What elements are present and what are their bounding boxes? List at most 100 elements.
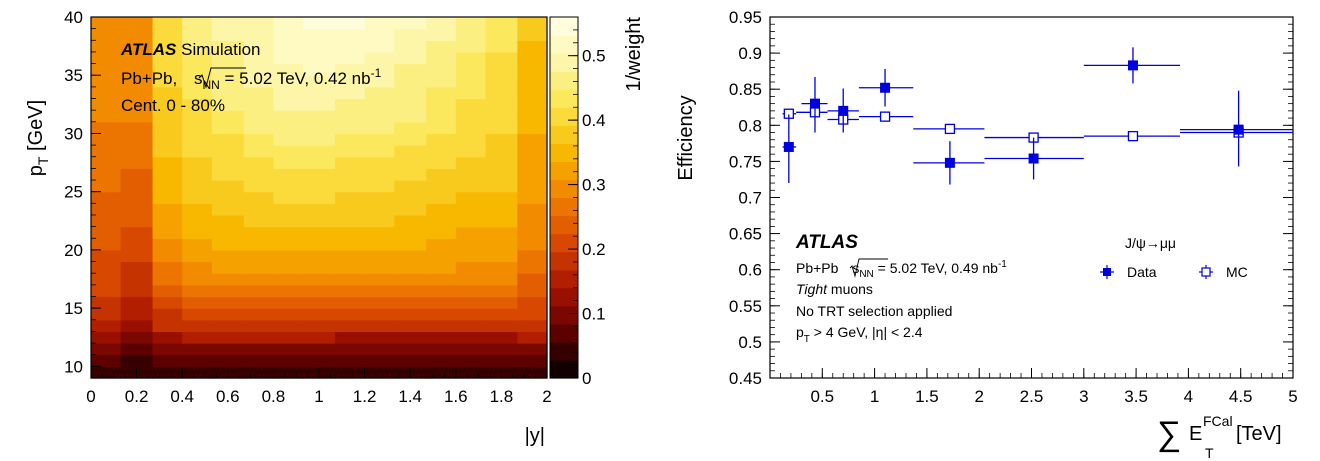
heatmap-cell xyxy=(182,145,213,158)
heatmap-cell xyxy=(455,343,487,356)
heatmap-cell xyxy=(426,156,457,169)
heatmap-cell xyxy=(394,249,427,263)
heatmap-cell xyxy=(273,98,304,111)
pt-symbol: p xyxy=(796,324,804,340)
heatmap-cell xyxy=(182,63,213,76)
heatmap-cell xyxy=(243,238,274,251)
heatmap-cell xyxy=(91,75,122,88)
heatmap-cell xyxy=(211,249,245,263)
heatmap-cell xyxy=(243,203,274,216)
heatmap-cell xyxy=(455,261,487,274)
heatmap-cell xyxy=(334,273,366,286)
heatmap-cell xyxy=(517,214,548,228)
heatmap-cell xyxy=(243,145,274,158)
heatmap-cell xyxy=(211,168,245,181)
heatmap-cell xyxy=(364,331,395,344)
heatmap-cell xyxy=(303,51,336,65)
heatmap-cell xyxy=(426,75,457,88)
y-tick-label: 0.5 xyxy=(738,333,762,352)
heatmap-cell xyxy=(211,261,245,274)
heatmap-cell xyxy=(517,121,548,135)
heatmap-cell xyxy=(364,86,395,100)
heatmap-cell xyxy=(91,51,122,65)
heatmap-cell xyxy=(120,319,154,333)
heatmap-cell xyxy=(394,40,427,53)
heatmap-cell xyxy=(243,296,274,309)
heatmap-cell xyxy=(364,133,395,146)
heatmap-cell xyxy=(211,354,245,367)
legend-data-label: Data xyxy=(1127,264,1157,280)
data-marker xyxy=(1233,124,1244,135)
heatmap-cell xyxy=(334,98,366,111)
heatmap-cell xyxy=(394,86,427,100)
heatmap-cell xyxy=(152,133,183,146)
heatmap-cell xyxy=(120,214,154,228)
heatmap-cell xyxy=(334,261,366,274)
heatmap-cell xyxy=(243,273,274,286)
heatmap-cell xyxy=(394,191,427,204)
heatmap-cell xyxy=(91,180,122,193)
heatmap-cell xyxy=(120,191,154,204)
heatmap-cell xyxy=(243,110,274,123)
heatmap-cell xyxy=(426,98,457,111)
pt-subscript: T xyxy=(804,334,810,345)
heatmap-cell xyxy=(211,145,245,158)
heatmap-cell xyxy=(243,63,274,76)
heatmap-cell xyxy=(91,40,122,53)
heatmap-cell xyxy=(364,145,395,158)
heatmap-cell xyxy=(334,17,366,30)
heatmap-cell xyxy=(485,191,518,204)
heatmap-cell xyxy=(91,273,122,286)
heatmap-cell xyxy=(334,86,366,100)
heatmap-cell xyxy=(394,308,427,321)
heatmap-cell xyxy=(120,86,154,100)
data-marker xyxy=(944,157,955,168)
heatmap-cell xyxy=(120,354,154,367)
mc-marker xyxy=(1127,130,1139,142)
x-tick-label: 5 xyxy=(1288,387,1297,406)
heatmap-cell xyxy=(152,51,183,65)
heatmap-cell xyxy=(394,17,427,30)
heatmap-cell xyxy=(517,296,548,309)
heatmap-cell xyxy=(273,168,304,181)
heatmap-cell xyxy=(211,226,245,239)
heatmap-cell xyxy=(485,145,518,158)
heatmap-cell xyxy=(120,17,154,30)
heatmap-cell xyxy=(517,168,548,181)
x-label-unit: [TeV] xyxy=(1236,423,1282,445)
heatmap-cell xyxy=(120,168,154,181)
heatmap-cell xyxy=(517,98,548,111)
x-tick-label: 1.6 xyxy=(444,387,468,406)
heatmap-cell xyxy=(273,191,304,204)
heatmap-cell xyxy=(273,284,304,298)
heatmap-cell xyxy=(364,63,395,76)
heatmap-cell xyxy=(334,249,366,263)
colorbar-segment xyxy=(550,107,578,126)
heatmap-cell xyxy=(455,51,487,65)
heatmap-cell xyxy=(455,98,487,111)
legend-title: J/ψ→μμ xyxy=(1125,235,1176,251)
heatmap-cell xyxy=(120,273,154,286)
heatmap-cell xyxy=(517,238,548,251)
heatmap-cell xyxy=(182,110,213,123)
heatmap-cell xyxy=(243,86,274,100)
heatmap-cell xyxy=(273,156,304,169)
heatmap-cell xyxy=(273,343,304,356)
data-point xyxy=(913,141,985,185)
heatmap-cell xyxy=(182,86,213,100)
heatmap-cell xyxy=(517,203,548,216)
heatmap-cell xyxy=(334,191,366,204)
x-tick-label: 1.5 xyxy=(915,387,939,406)
heatmap-cell xyxy=(485,238,518,251)
heatmap-cell xyxy=(182,343,213,356)
heatmap-cell xyxy=(273,226,304,239)
heatmap-cell xyxy=(273,121,304,135)
heatmap-cell xyxy=(273,40,304,53)
heatmap-cell xyxy=(455,296,487,309)
heatmap-cell xyxy=(182,226,213,239)
heatmap-cell xyxy=(243,40,274,53)
heatmap-cell xyxy=(120,203,154,216)
x-label-fcal: FCal xyxy=(1203,413,1233,429)
heatmap-cell xyxy=(91,168,122,181)
heatmap-cell xyxy=(394,343,427,356)
